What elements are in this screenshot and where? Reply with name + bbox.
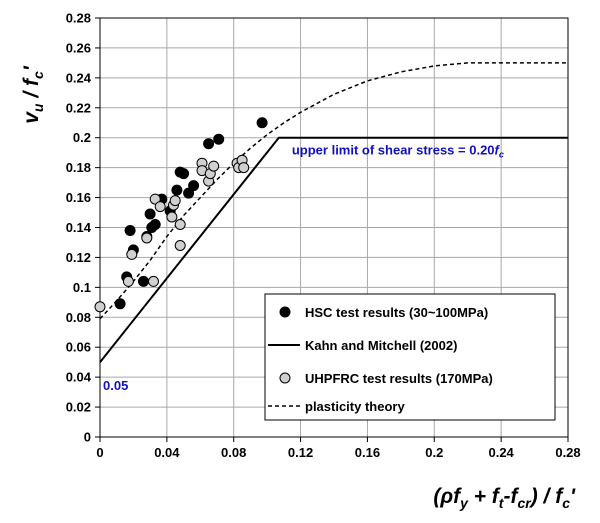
y-tick-label: 0.16: [66, 190, 91, 205]
y-tick-label: 0.22: [66, 100, 91, 115]
x-tick-label: 0.04: [154, 445, 180, 460]
legend-label-kahn: Kahn and Mitchell (2002): [305, 338, 457, 353]
plot-frame: [99, 17, 569, 438]
x-tick-label: 0.12: [288, 445, 313, 460]
uhpfrc-data-point: [238, 162, 250, 174]
uhpfrc-data-point: [149, 193, 161, 205]
axes: 0 0.04 0.08 0.12 0.16 0.2 0.24 0.28 0 0.02 0.04 0.0…: [66, 11, 581, 461]
x-tick-label: 0.28: [555, 445, 580, 460]
y-tick-label: 0: [84, 430, 91, 445]
uhpfrc-data-point: [166, 211, 178, 223]
y-tick-label: 0.24: [66, 70, 92, 85]
y-tick-label: 0.2: [73, 130, 91, 145]
x-tick-label: 0.2: [425, 445, 443, 460]
x-tick-label: 0: [96, 445, 103, 460]
y-tick-label: 0.26: [66, 40, 91, 55]
series: [94, 62, 568, 363]
y-tick-label: 0.1: [73, 280, 91, 295]
uhpfrc-data-point: [126, 248, 138, 260]
uhpfrc-data-point: [94, 301, 106, 313]
uhpfrc-data-point: [174, 240, 186, 251]
annotation-0-05: 0.05: [103, 378, 128, 393]
series-line-kahn: [99, 136, 568, 363]
annotation-upper-limit: upper limit of shear stress = 0.20fc: [292, 143, 504, 160]
legend-label-plasticity: plasticity theory: [305, 399, 405, 414]
hsc-data-point: [183, 187, 195, 199]
y-tick-label: 0.02: [66, 400, 91, 415]
y-tick-label: 0.06: [66, 340, 91, 355]
x-tick-label: 0.08: [221, 445, 246, 460]
uhpfrc-data-point: [169, 195, 181, 207]
axis-titles: vu / fc' (ρfy + ft-fcr) / fc': [20, 65, 576, 511]
annotations: upper limit of shear stress = 0.20fc 0.0…: [103, 143, 504, 393]
hsc-data-point: [171, 184, 183, 196]
hsc-data-point: [256, 117, 268, 129]
uhpfrc-data-point: [122, 275, 134, 287]
series-line-plasticity: [99, 62, 568, 320]
x-axis-title: (ρfy + ft-fcr) / fc': [433, 485, 576, 511]
hsc-data-point: [114, 298, 126, 310]
legend-label-hsc: HSC test results (30~100MPa): [305, 305, 488, 320]
y-tick-label: 0.28: [66, 11, 91, 26]
legend-marker-uhpfrc: [279, 372, 291, 384]
hsc-data-point: [144, 208, 156, 220]
hsc-data-point: [213, 133, 225, 145]
legend: HSC test results (30~100MPa) Kahn and Mi…: [264, 293, 556, 421]
y-tick-label: 0.18: [66, 160, 91, 175]
y-tick-label: 0.04: [66, 370, 92, 385]
hsc-data-point: [124, 225, 136, 236]
uhpfrc-data-point: [208, 160, 220, 172]
hsc-data-point: [203, 138, 215, 150]
y-tick-label: 0.12: [66, 250, 91, 265]
hsc-data-point: [149, 219, 161, 230]
uhpfrc-data-point: [148, 275, 159, 287]
x-tick-label: 0.16: [355, 445, 380, 460]
hsc-data-point: [178, 168, 190, 180]
uhpfrc-data-point: [154, 201, 166, 213]
hsc-data-point: [188, 180, 200, 192]
y-axis-title: vu / fc': [20, 65, 46, 124]
y-tick-label: 0.08: [66, 310, 91, 325]
uhpfrc-data-point: [141, 232, 153, 244]
legend-box: [264, 293, 556, 421]
x-tick-label: 0.24: [488, 445, 514, 460]
uhpfrc-data-point: [174, 219, 186, 230]
legend-marker-hsc: [279, 306, 291, 318]
y-tick-label: 0.14: [66, 220, 92, 235]
hsc-data-point: [138, 275, 149, 287]
legend-label-uhpfrc: UHPFRC test results (170MPa): [305, 371, 493, 386]
